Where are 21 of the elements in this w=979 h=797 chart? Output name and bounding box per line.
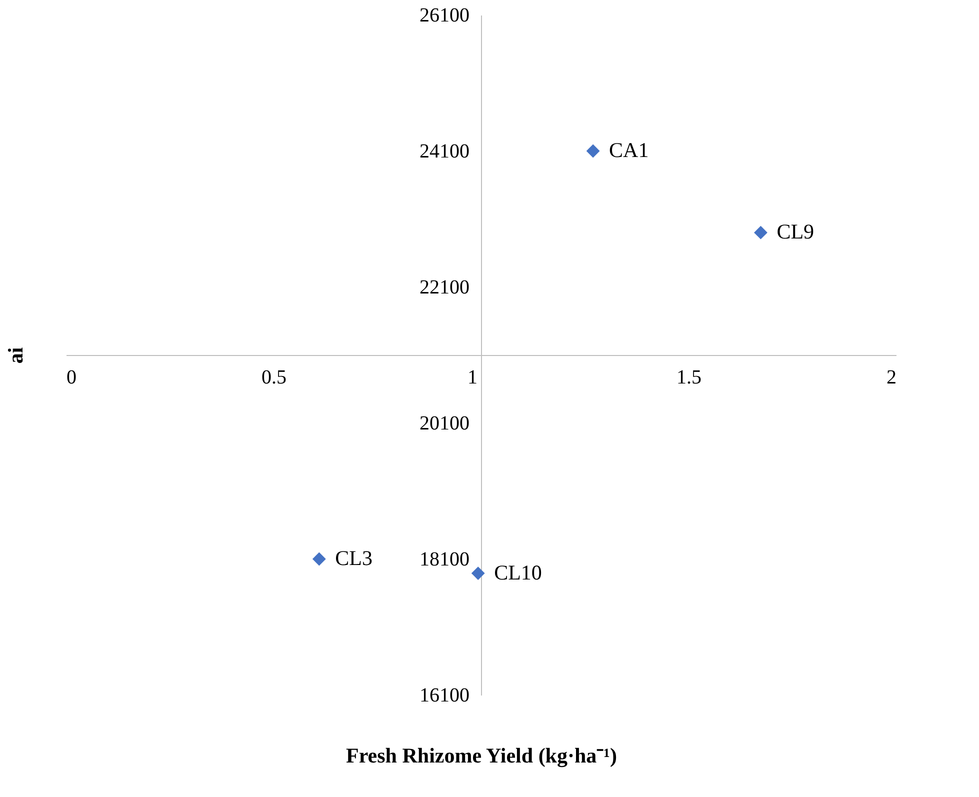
x-tick-label: 0 [66,366,76,388]
annotation: CL9 [776,220,814,244]
x-tick-label: 1.5 [676,366,702,388]
point [754,226,768,240]
annotation: CL10 [494,560,542,584]
y-tick-label: 26100 [420,4,470,26]
y-axis-title: ai [4,347,28,364]
x-tick-label: 1 [468,366,478,388]
x-axis-title: Fresh Rhizome Yield (kg·ha⁻¹) [346,744,617,768]
y-tick-label: 20100 [420,412,470,434]
y-tick-label: 18100 [420,548,470,570]
x-tick-label: 0.5 [262,366,286,388]
annotation: CA1 [609,138,649,162]
point [312,552,326,566]
y-tick-label: 16100 [420,684,470,706]
y-tick-label: 24100 [420,140,470,162]
point [586,144,600,158]
y-tick-label: 22100 [420,276,470,298]
x-tick-label: 2 [886,366,896,388]
point [471,566,485,580]
annotation: CL3 [335,546,372,570]
